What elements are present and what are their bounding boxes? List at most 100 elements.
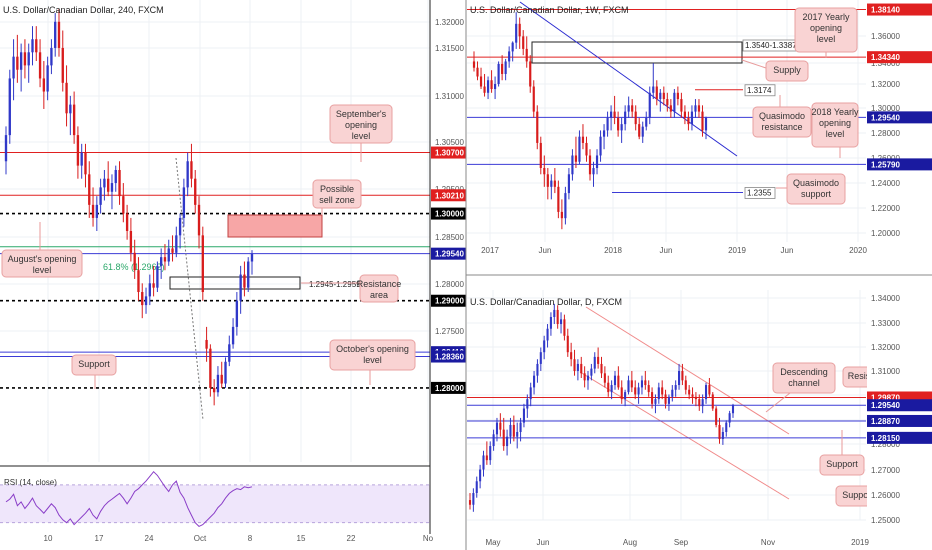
w1-candle-body [680, 99, 683, 112]
d1-candle-body [637, 387, 640, 395]
h4-x-tick-label: No [423, 534, 434, 543]
d1-candle-body [482, 455, 485, 470]
d1-callout-box [819, 454, 865, 476]
w1-callout-text: 2017 Yearly [802, 12, 850, 22]
weekly-supply-box [531, 41, 743, 64]
w1-candle-body [624, 111, 627, 125]
d1-candle-body [698, 399, 701, 407]
d1-y-tick-label: 1.34000 [871, 294, 900, 303]
w1-y-tick-label: 1.28000 [871, 129, 900, 138]
w1-candle-body [610, 111, 613, 118]
w1-candle-body [683, 111, 686, 118]
daily-chart-panel: DescendingchannelResistanceSupportSuppor… [467, 290, 932, 547]
h4-candle-body [95, 204, 99, 218]
d1-candle-body [651, 392, 654, 404]
h4-rsi-band [0, 484, 430, 523]
w1-candle-body [567, 174, 570, 194]
w1-y-tick-label: 1.36000 [871, 32, 900, 41]
d1-candle-body [590, 368, 593, 376]
d1-candle-body [694, 396, 697, 400]
w1-callout-box [794, 7, 858, 53]
w1-x-tick-label: Jun [539, 246, 552, 255]
h4-candle-body [163, 257, 167, 262]
h4-price-tag [431, 294, 466, 307]
w1-candle-body [564, 193, 567, 219]
h4-callout-text: Support [78, 359, 110, 369]
d1-candle-body [691, 394, 694, 397]
h4-candle-body [54, 21, 57, 48]
d1-y-tick-label: 1.32000 [871, 343, 900, 352]
h4-candle-body [250, 253, 254, 262]
w1-candle-body [571, 155, 574, 175]
w1-candle-body [543, 168, 546, 175]
d1-candle-body [684, 380, 687, 390]
weekly-time-axis: 2017 Jun 2018 Jun 2019 Jun 2020 [481, 246, 867, 255]
h4-candle-body [216, 374, 220, 393]
d1-candle-body [576, 363, 579, 371]
h4-callout-box [1, 249, 83, 278]
h4-candle-body [239, 274, 242, 301]
d1-candle-body [506, 436, 509, 447]
w1-candle-body [599, 136, 602, 156]
h4-candle-body [220, 374, 223, 384]
h4-candle-body [8, 78, 11, 136]
w1-callout-box [765, 60, 809, 82]
daily-price-axis: 1.340001.330001.320001.310001.300001.290… [867, 290, 932, 530]
d1-callout-sup1: Support [819, 430, 865, 476]
w1-callout-text: Quasimodo [759, 111, 805, 121]
w1-candle-body [490, 80, 493, 90]
w1-candle-body [476, 67, 479, 77]
h4-candle-body [31, 39, 34, 53]
weekly-trendline [519, 1, 738, 157]
w1-price-tag-label: 1.29540 [871, 113, 900, 122]
h4-candle-body [12, 56, 15, 79]
w1-candle-body [497, 63, 500, 85]
h4-candle-body [27, 52, 30, 66]
h4-price-tag-label: 1.30210 [435, 191, 464, 200]
d1-callout-box [772, 362, 836, 394]
h4-x-tick-label: 15 [297, 534, 306, 543]
w1-callout-text: Quasimodo [793, 178, 839, 188]
h4-candle-body [72, 104, 76, 136]
h4-candle-body [228, 344, 231, 362]
h4-callout-text: level [352, 131, 371, 141]
w1-x-tick-label: 2017 [481, 246, 499, 255]
d1-candle-body [495, 422, 499, 435]
w1-callout-box [752, 106, 812, 138]
h4-price-tag [431, 247, 466, 260]
w1-y-tick-label: 1.22000 [871, 204, 900, 213]
h4-candle-body [190, 161, 193, 179]
w1-candle-body [501, 63, 504, 74]
d1-candle-body [674, 385, 677, 390]
h4-price-tag [431, 146, 466, 159]
d1-candle-body [593, 356, 596, 369]
d1-candle-body [512, 424, 515, 437]
weekly-callouts: 2017 YearlyopeninglevelSupplyQuasimodore… [741, 7, 859, 205]
h4-candle-body [156, 265, 159, 288]
h4-price-tag-label: 1.30000 [435, 210, 464, 219]
daily-title: U.S. Dollar/Canadian Dollar, D, FXCM [470, 297, 622, 307]
h4-resistance-area-box [169, 276, 301, 290]
w1-candle-body [588, 155, 592, 175]
w1-price-tag-label: 1.38140 [871, 6, 900, 15]
h4-candle-body [38, 52, 42, 79]
h4-candle-body [171, 248, 174, 253]
w1-candle-body [655, 86, 658, 100]
d1-candle-body [539, 352, 542, 364]
d1-candle-body [600, 363, 603, 374]
d1-candle-body [617, 375, 620, 388]
d1-candle-body [516, 431, 519, 437]
d1-candle-body [610, 385, 613, 393]
w1-candle-body [673, 92, 676, 112]
h4-callout-text: September's [336, 109, 387, 119]
d1-callout-text: Descending [780, 367, 828, 377]
d1-candle-body [728, 413, 731, 423]
h4-price-tag-label: 1.29540 [435, 250, 464, 259]
d1-callout-text: Support [826, 459, 858, 469]
w1-candle-body [504, 61, 507, 74]
